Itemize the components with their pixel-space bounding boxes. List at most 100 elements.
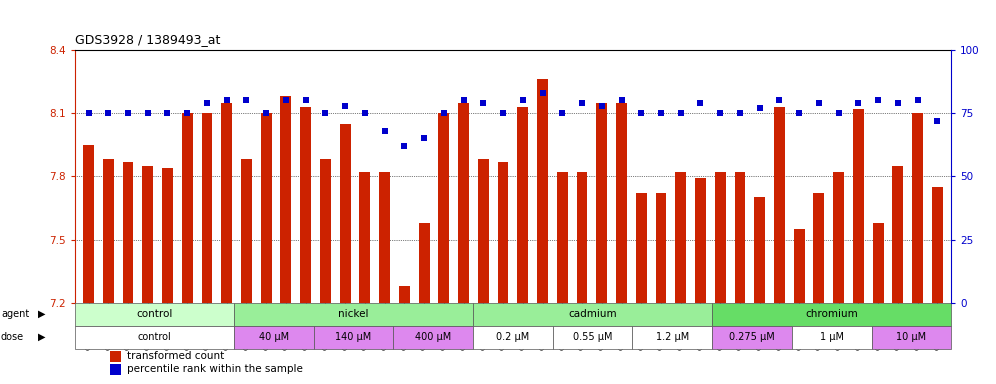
Text: 140 μM: 140 μM <box>336 332 372 342</box>
Point <box>653 110 669 116</box>
Point <box>633 110 649 116</box>
Bar <box>103 159 114 303</box>
Text: ▶: ▶ <box>38 309 46 319</box>
Text: nickel: nickel <box>339 309 369 319</box>
Point <box>811 100 827 106</box>
Point <box>376 128 392 134</box>
Point <box>219 98 235 104</box>
Point <box>318 110 334 116</box>
Bar <box>314 326 393 349</box>
Point <box>889 100 905 106</box>
Bar <box>393 326 473 349</box>
Point <box>535 90 551 96</box>
Point <box>179 110 195 116</box>
Bar <box>632 326 712 349</box>
Bar <box>399 286 409 303</box>
Bar <box>853 109 864 303</box>
Bar <box>734 172 745 303</box>
Bar <box>83 145 94 303</box>
Bar <box>814 193 825 303</box>
Bar <box>379 172 390 303</box>
Point <box>475 100 491 106</box>
Bar <box>75 326 234 349</box>
Text: 40 μM: 40 μM <box>259 332 289 342</box>
Bar <box>754 197 765 303</box>
Bar <box>932 187 943 303</box>
Point <box>495 110 511 116</box>
Bar <box>537 79 548 303</box>
Bar <box>655 193 666 303</box>
Text: transformed count: transformed count <box>127 351 224 361</box>
Point <box>692 100 708 106</box>
Point <box>357 110 373 116</box>
Bar <box>577 172 588 303</box>
Bar <box>635 193 646 303</box>
Bar <box>712 326 792 349</box>
Point <box>159 110 175 116</box>
Text: ▶: ▶ <box>38 332 46 342</box>
Point <box>732 110 748 116</box>
Bar <box>473 303 712 326</box>
Text: cadmium: cadmium <box>569 309 617 319</box>
Text: 0.275 μM: 0.275 μM <box>729 332 775 342</box>
Point <box>555 110 571 116</box>
Point <box>851 100 867 106</box>
Point <box>278 98 294 104</box>
Bar <box>320 159 331 303</box>
Bar <box>458 103 469 303</box>
Text: dose: dose <box>1 332 24 342</box>
Point <box>909 98 925 104</box>
Bar <box>221 103 232 303</box>
Point <box>238 98 254 104</box>
Text: GDS3928 / 1389493_at: GDS3928 / 1389493_at <box>75 33 220 46</box>
Bar <box>597 103 608 303</box>
Point <box>752 105 768 111</box>
Point <box>455 98 471 104</box>
Text: 1.2 μM: 1.2 μM <box>655 332 689 342</box>
Bar <box>110 351 122 362</box>
Text: control: control <box>136 309 172 319</box>
Point <box>258 110 274 116</box>
Text: chromium: chromium <box>806 309 858 319</box>
Bar <box>517 107 528 303</box>
Text: 0.2 μM: 0.2 μM <box>496 332 530 342</box>
Point <box>515 98 531 104</box>
Bar <box>617 103 626 303</box>
Point <box>871 98 886 104</box>
Text: agent: agent <box>1 309 29 319</box>
Bar <box>418 223 429 303</box>
Bar <box>162 168 173 303</box>
Bar <box>142 166 153 303</box>
Bar <box>712 303 951 326</box>
Point <box>929 118 945 124</box>
Point <box>338 103 354 109</box>
Point <box>772 98 788 104</box>
Point <box>101 110 117 116</box>
Bar <box>201 113 212 303</box>
Bar <box>715 172 726 303</box>
Bar <box>675 172 686 303</box>
Point <box>791 110 807 116</box>
Bar <box>498 162 509 303</box>
Point <box>831 110 847 116</box>
Bar <box>794 229 805 303</box>
Bar <box>360 172 371 303</box>
Bar <box>281 96 292 303</box>
Bar <box>478 159 489 303</box>
Bar <box>557 172 568 303</box>
Bar <box>892 166 903 303</box>
Bar <box>553 326 632 349</box>
Bar <box>774 107 785 303</box>
Point <box>672 110 688 116</box>
Bar <box>234 303 473 326</box>
Point <box>298 98 314 104</box>
Point <box>81 110 97 116</box>
Point <box>396 143 412 149</box>
Point <box>712 110 728 116</box>
Text: 400 μM: 400 μM <box>415 332 451 342</box>
Bar <box>234 326 314 349</box>
Point <box>199 100 215 106</box>
Bar <box>834 172 844 303</box>
Point <box>594 103 610 109</box>
Text: 1 μM: 1 μM <box>820 332 844 342</box>
